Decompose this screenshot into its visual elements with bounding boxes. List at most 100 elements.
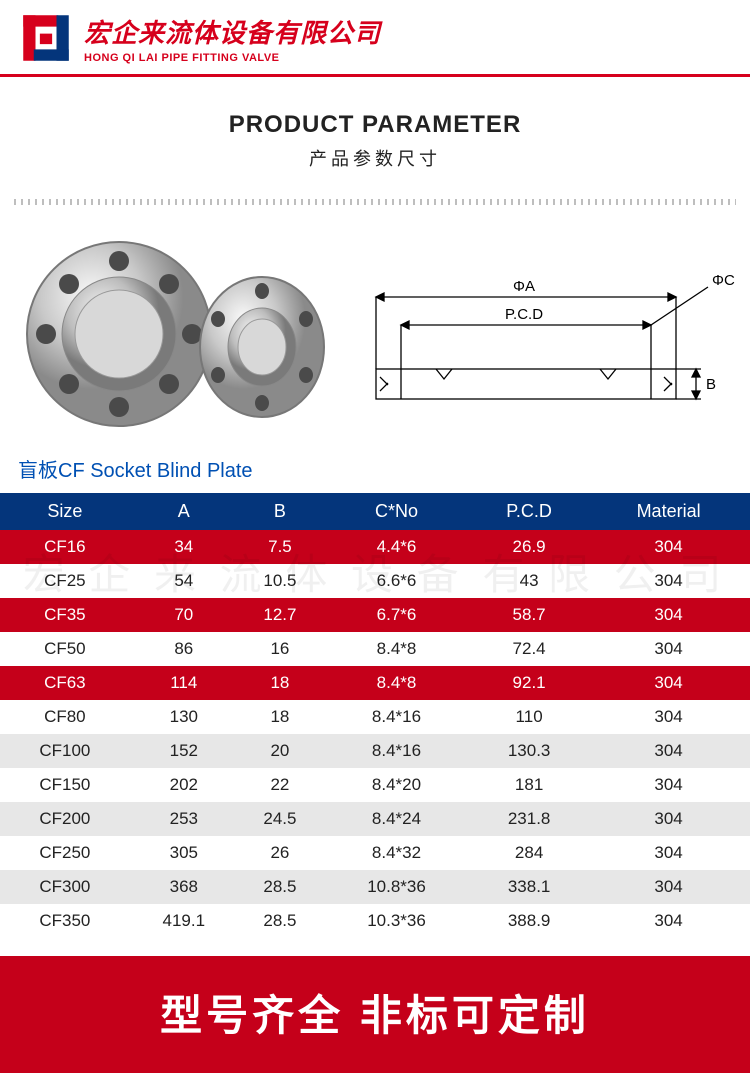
table-cell: 8.4*8	[322, 632, 471, 666]
dimension-drawing: ΦA P.C.D ΦC B	[356, 269, 736, 444]
table-cell: 304	[587, 530, 750, 564]
table-cell: 253	[130, 802, 238, 836]
table-header-row: SizeABC*NoP.C.DMaterial	[0, 493, 750, 530]
table-cell: CF16	[0, 530, 130, 564]
dotted-divider	[14, 199, 736, 205]
table-row: CF150202228.4*20181304	[0, 768, 750, 802]
table-cell: 304	[587, 632, 750, 666]
header: 宏企来流体设备有限公司 HONG QI LAI PIPE FITTING VAL…	[0, 0, 750, 74]
table-cell: 114	[130, 666, 238, 700]
table-cell: 10.8*36	[322, 870, 471, 904]
table-cell: 8.4*24	[322, 802, 471, 836]
footer-text: 型号齐全 非标可定制	[0, 982, 750, 1043]
table-cell: 388.9	[471, 904, 587, 938]
table-cell: CF80	[0, 700, 130, 734]
table-row: CF100152208.4*16130.3304	[0, 734, 750, 768]
table-cell: CF35	[0, 598, 130, 632]
table-cell: 231.8	[471, 802, 587, 836]
brand-text: 宏企来流体设备有限公司 HONG QI LAI PIPE FITTING VAL…	[84, 13, 381, 64]
table-cell: 304	[587, 564, 750, 598]
table-cell: 130	[130, 700, 238, 734]
table-cell: 284	[471, 836, 587, 870]
table-cell: 202	[130, 768, 238, 802]
table-header-cell: P.C.D	[471, 493, 587, 530]
table-cell: 304	[587, 598, 750, 632]
table-cell: 419.1	[130, 904, 238, 938]
product-photo	[14, 229, 334, 444]
table-cell: 22	[238, 768, 322, 802]
table-cell: 92.1	[471, 666, 587, 700]
company-logo-icon	[18, 10, 74, 66]
table-cell: 304	[587, 802, 750, 836]
table-cell: CF25	[0, 564, 130, 598]
table-cell: 12.7	[238, 598, 322, 632]
title-cn: 产品参数尺寸	[0, 145, 750, 171]
table-header-cell: B	[238, 493, 322, 530]
table-cell: 304	[587, 734, 750, 768]
table-cell: 304	[587, 836, 750, 870]
table-cell: 58.7	[471, 598, 587, 632]
table-row: CF250305268.4*32284304	[0, 836, 750, 870]
table-cell: 26.9	[471, 530, 587, 564]
title-en: PRODUCT PARAMETER	[0, 111, 750, 139]
table-cell: 7.5	[238, 530, 322, 564]
table-header-cell: C*No	[322, 493, 471, 530]
table-cell: 20	[238, 734, 322, 768]
table-cell: 8.4*32	[322, 836, 471, 870]
table-cell: 304	[587, 666, 750, 700]
brand-name-en: HONG QI LAI PIPE FITTING VALVE	[84, 52, 381, 64]
table-cell: CF50	[0, 632, 130, 666]
table-cell: CF300	[0, 870, 130, 904]
table-row: CF350419.128.510.3*36388.9304	[0, 904, 750, 938]
table-header-cell: A	[130, 493, 238, 530]
table-cell: 305	[130, 836, 238, 870]
table-body: CF16347.54.4*626.9304CF255410.56.6*64330…	[0, 530, 750, 938]
figure-row: ΦA P.C.D ΦC B	[0, 205, 750, 450]
table-cell: 368	[130, 870, 238, 904]
dim-phiA: ΦA	[513, 278, 535, 295]
table-row: CF5086168.4*872.4304	[0, 632, 750, 666]
table-row: CF80130188.4*16110304	[0, 700, 750, 734]
table-row: CF20025324.58.4*24231.8304	[0, 802, 750, 836]
table-cell: 304	[587, 870, 750, 904]
table-cell: 181	[471, 768, 587, 802]
table-cell: 72.4	[471, 632, 587, 666]
table-cell: 26	[238, 836, 322, 870]
table-cell: 43	[471, 564, 587, 598]
table-cell: 8.4*16	[322, 734, 471, 768]
table-cell: 10.5	[238, 564, 322, 598]
dim-phiC: ΦC	[712, 272, 735, 289]
table-cell: 34	[130, 530, 238, 564]
table-cell: CF350	[0, 904, 130, 938]
table-wrap: 宏 企 来 流 体 设 备 有 限 公 司 SizeABC*NoP.C.DMat…	[0, 493, 750, 938]
table-cell: 304	[587, 904, 750, 938]
table-cell: 10.3*36	[322, 904, 471, 938]
table-cell: 8.4*8	[322, 666, 471, 700]
table-cell: 8.4*16	[322, 700, 471, 734]
table-cell: CF250	[0, 836, 130, 870]
footer-banner: 型号齐全 非标可定制	[0, 956, 750, 1073]
table-cell: 54	[130, 564, 238, 598]
table-row: CF255410.56.6*643304	[0, 564, 750, 598]
table-cell: 8.4*20	[322, 768, 471, 802]
table-cell: 110	[471, 700, 587, 734]
table-cell: 152	[130, 734, 238, 768]
dim-b: B	[706, 376, 716, 393]
table-header-cell: Material	[587, 493, 750, 530]
table-row: CF16347.54.4*626.9304	[0, 530, 750, 564]
table-cell: CF150	[0, 768, 130, 802]
table-cell: 18	[238, 666, 322, 700]
table-cell: 4.4*6	[322, 530, 471, 564]
table-cell: 28.5	[238, 870, 322, 904]
table-cell: 338.1	[471, 870, 587, 904]
table-cell: 86	[130, 632, 238, 666]
table-cell: 24.5	[238, 802, 322, 836]
table-cell: 6.6*6	[322, 564, 471, 598]
table-row: CF357012.76.7*658.7304	[0, 598, 750, 632]
table-cell: 6.7*6	[322, 598, 471, 632]
table-cell: 28.5	[238, 904, 322, 938]
product-caption: 盲板CF Socket Blind Plate	[0, 450, 750, 489]
table-cell: 304	[587, 768, 750, 802]
page: 宏企来流体设备有限公司 HONG QI LAI PIPE FITTING VAL…	[0, 0, 750, 1073]
table-row: CF63114188.4*892.1304	[0, 666, 750, 700]
